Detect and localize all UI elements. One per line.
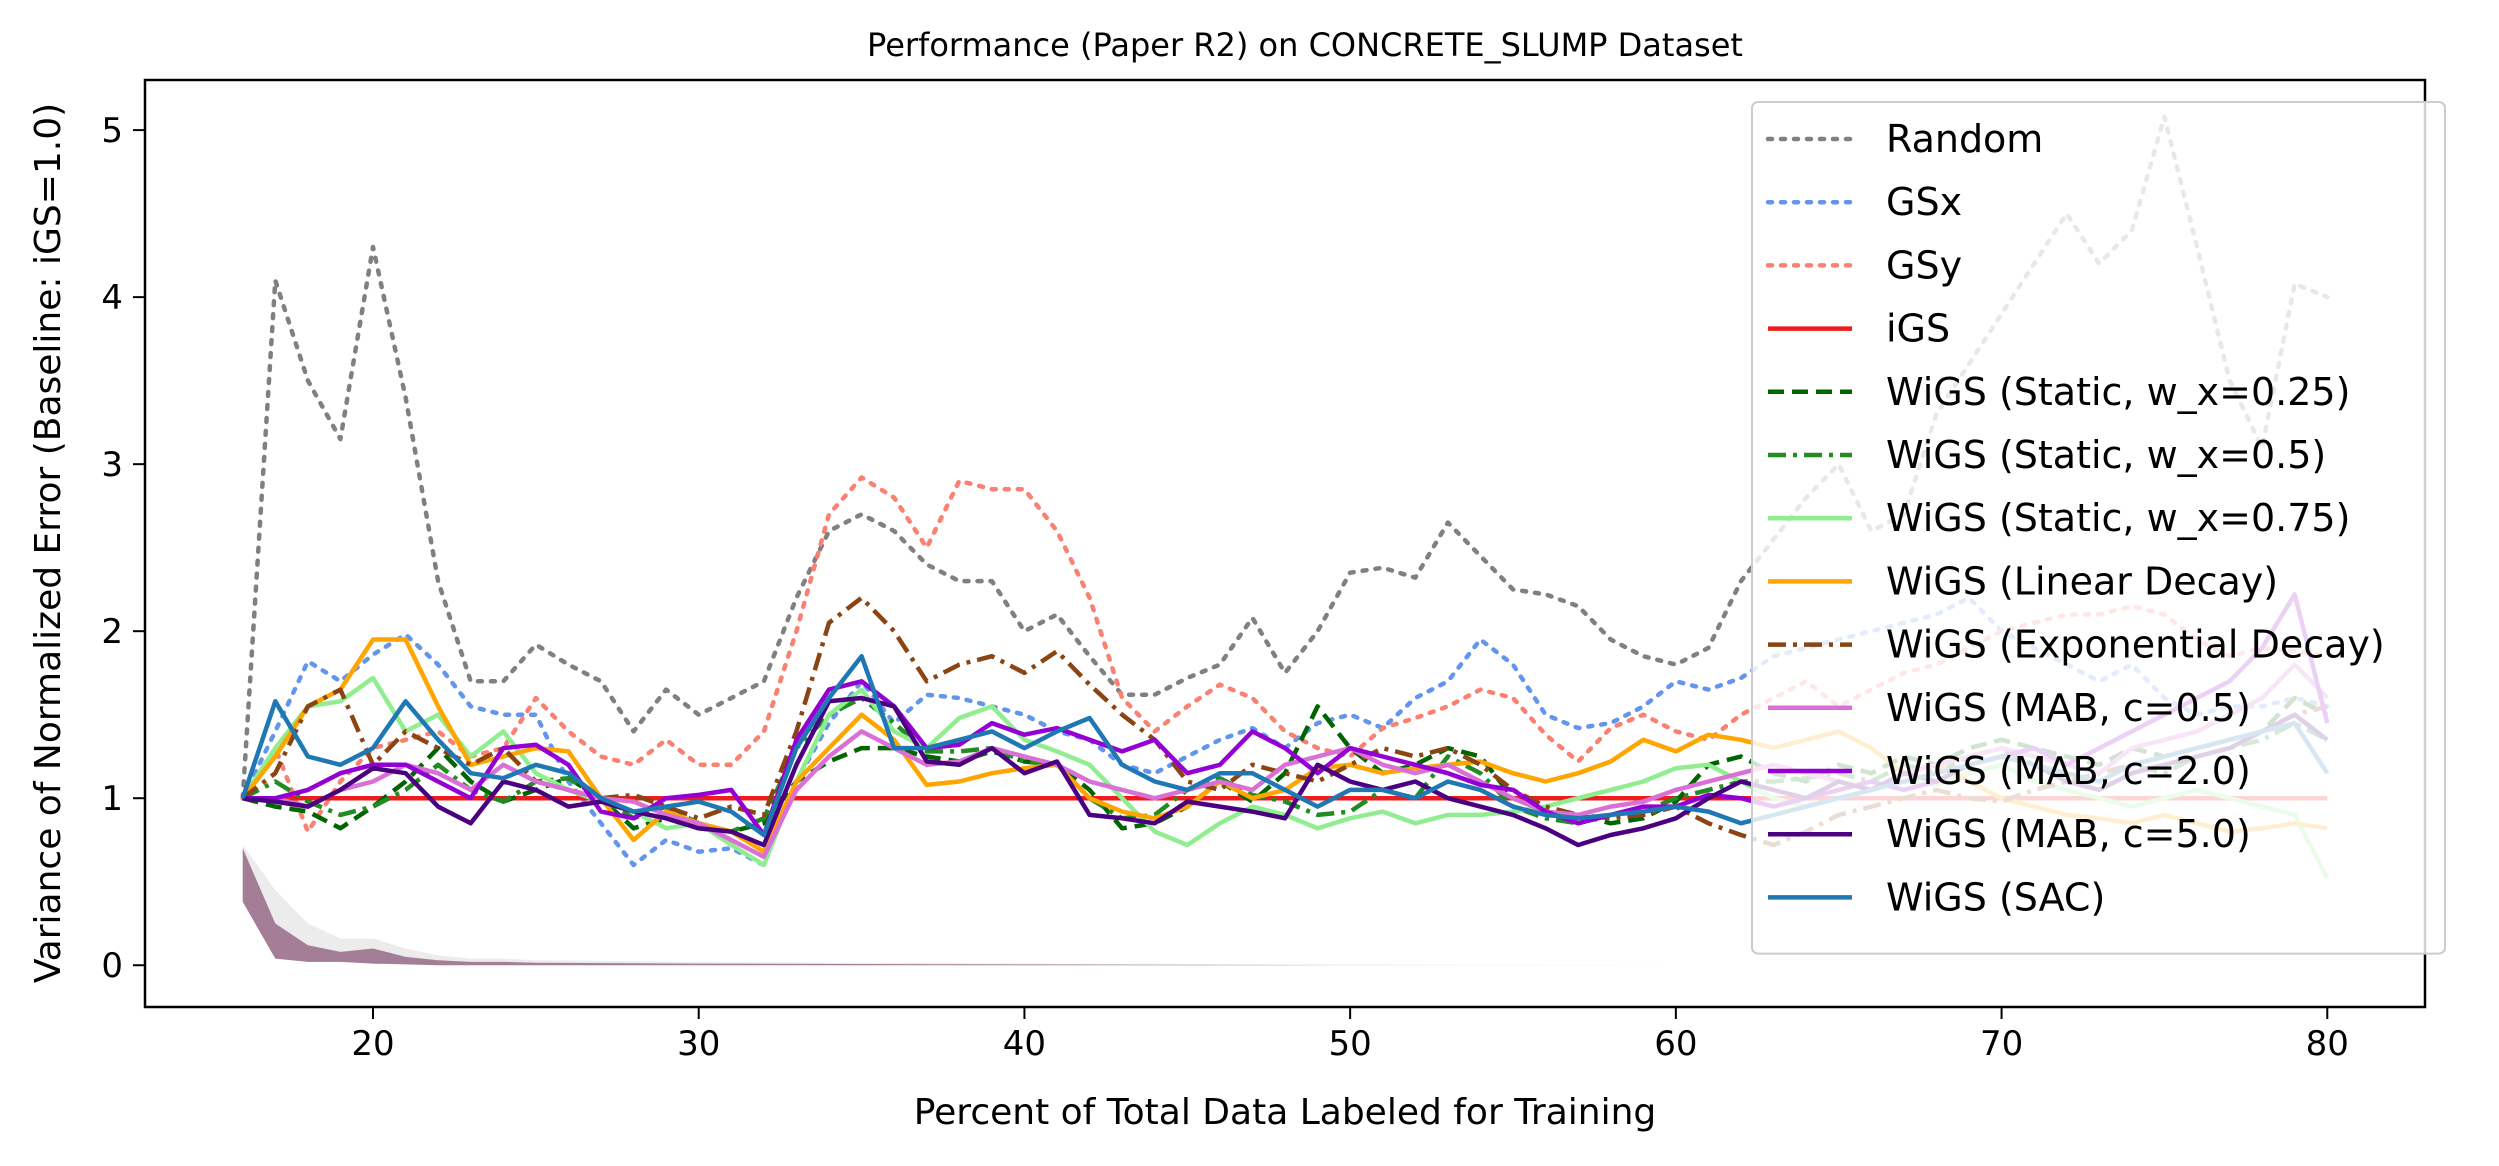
x-tick-label: 30 <box>677 1024 720 1064</box>
x-axis-label: Percent of Total Data Labeled for Traini… <box>914 1092 1657 1133</box>
series-line-3 <box>240 475 2330 834</box>
x-tick-label: 20 <box>351 1024 394 1064</box>
y-tick-label: 4 <box>101 278 123 318</box>
legend-label-3: GSy <box>1886 243 1962 287</box>
legend-label-8: WiGS (Linear Decay) <box>1886 559 2278 603</box>
x-tick-label: 60 <box>1654 1024 1697 1064</box>
x-tick-label: 40 <box>1003 1024 1046 1064</box>
legend-label-9: WiGS (Exponential Decay) <box>1886 623 2385 667</box>
legend-label-10: WiGS (MAB, c=0.5) <box>1886 686 2251 730</box>
y-tick-label: 0 <box>101 946 123 986</box>
legend: Random GSx GSy iGS WiGS (Static, w_x=0.25) Wi… <box>1751 101 2446 955</box>
x-tick-label: 70 <box>1980 1024 2023 1064</box>
legend-label-13: WiGS (SAC) <box>1886 875 2105 919</box>
legend-label-6: WiGS (Static, w_x=0.5) <box>1886 433 2326 477</box>
x-tick-label: 80 <box>2306 1024 2349 1064</box>
y-tick-label: 5 <box>101 111 123 151</box>
legend-label-1: Random <box>1886 117 2043 161</box>
y-tick-label: 2 <box>101 612 123 652</box>
y-axis-label: Variance of Normalized Error (Baseline: … <box>28 103 69 983</box>
legend-label-12: WiGS (MAB, c=5.0) <box>1886 812 2251 856</box>
x-axis-ticks: 20 30 40 50 60 70 80 <box>351 1007 2349 1064</box>
chart-title: Performance (Paper R2) on CONCRETE_SLUMP… <box>867 26 1743 64</box>
y-tick-label: 1 <box>101 779 123 819</box>
legend-label-7: WiGS (Static, w_x=0.75) <box>1886 496 2350 540</box>
y-axis-ticks: 0 1 2 3 4 5 <box>101 111 145 986</box>
legend-label-2: GSx <box>1886 180 1962 224</box>
legend-label-11: WiGS (MAB, c=2.0) <box>1886 749 2251 793</box>
y-tick-label: 3 <box>101 445 123 485</box>
legend-label-5: WiGS (Static, w_x=0.25) <box>1886 370 2350 414</box>
legend-label-4: iGS <box>1886 307 1950 351</box>
x-tick-label: 50 <box>1329 1024 1372 1064</box>
legend-box <box>1751 101 2446 955</box>
